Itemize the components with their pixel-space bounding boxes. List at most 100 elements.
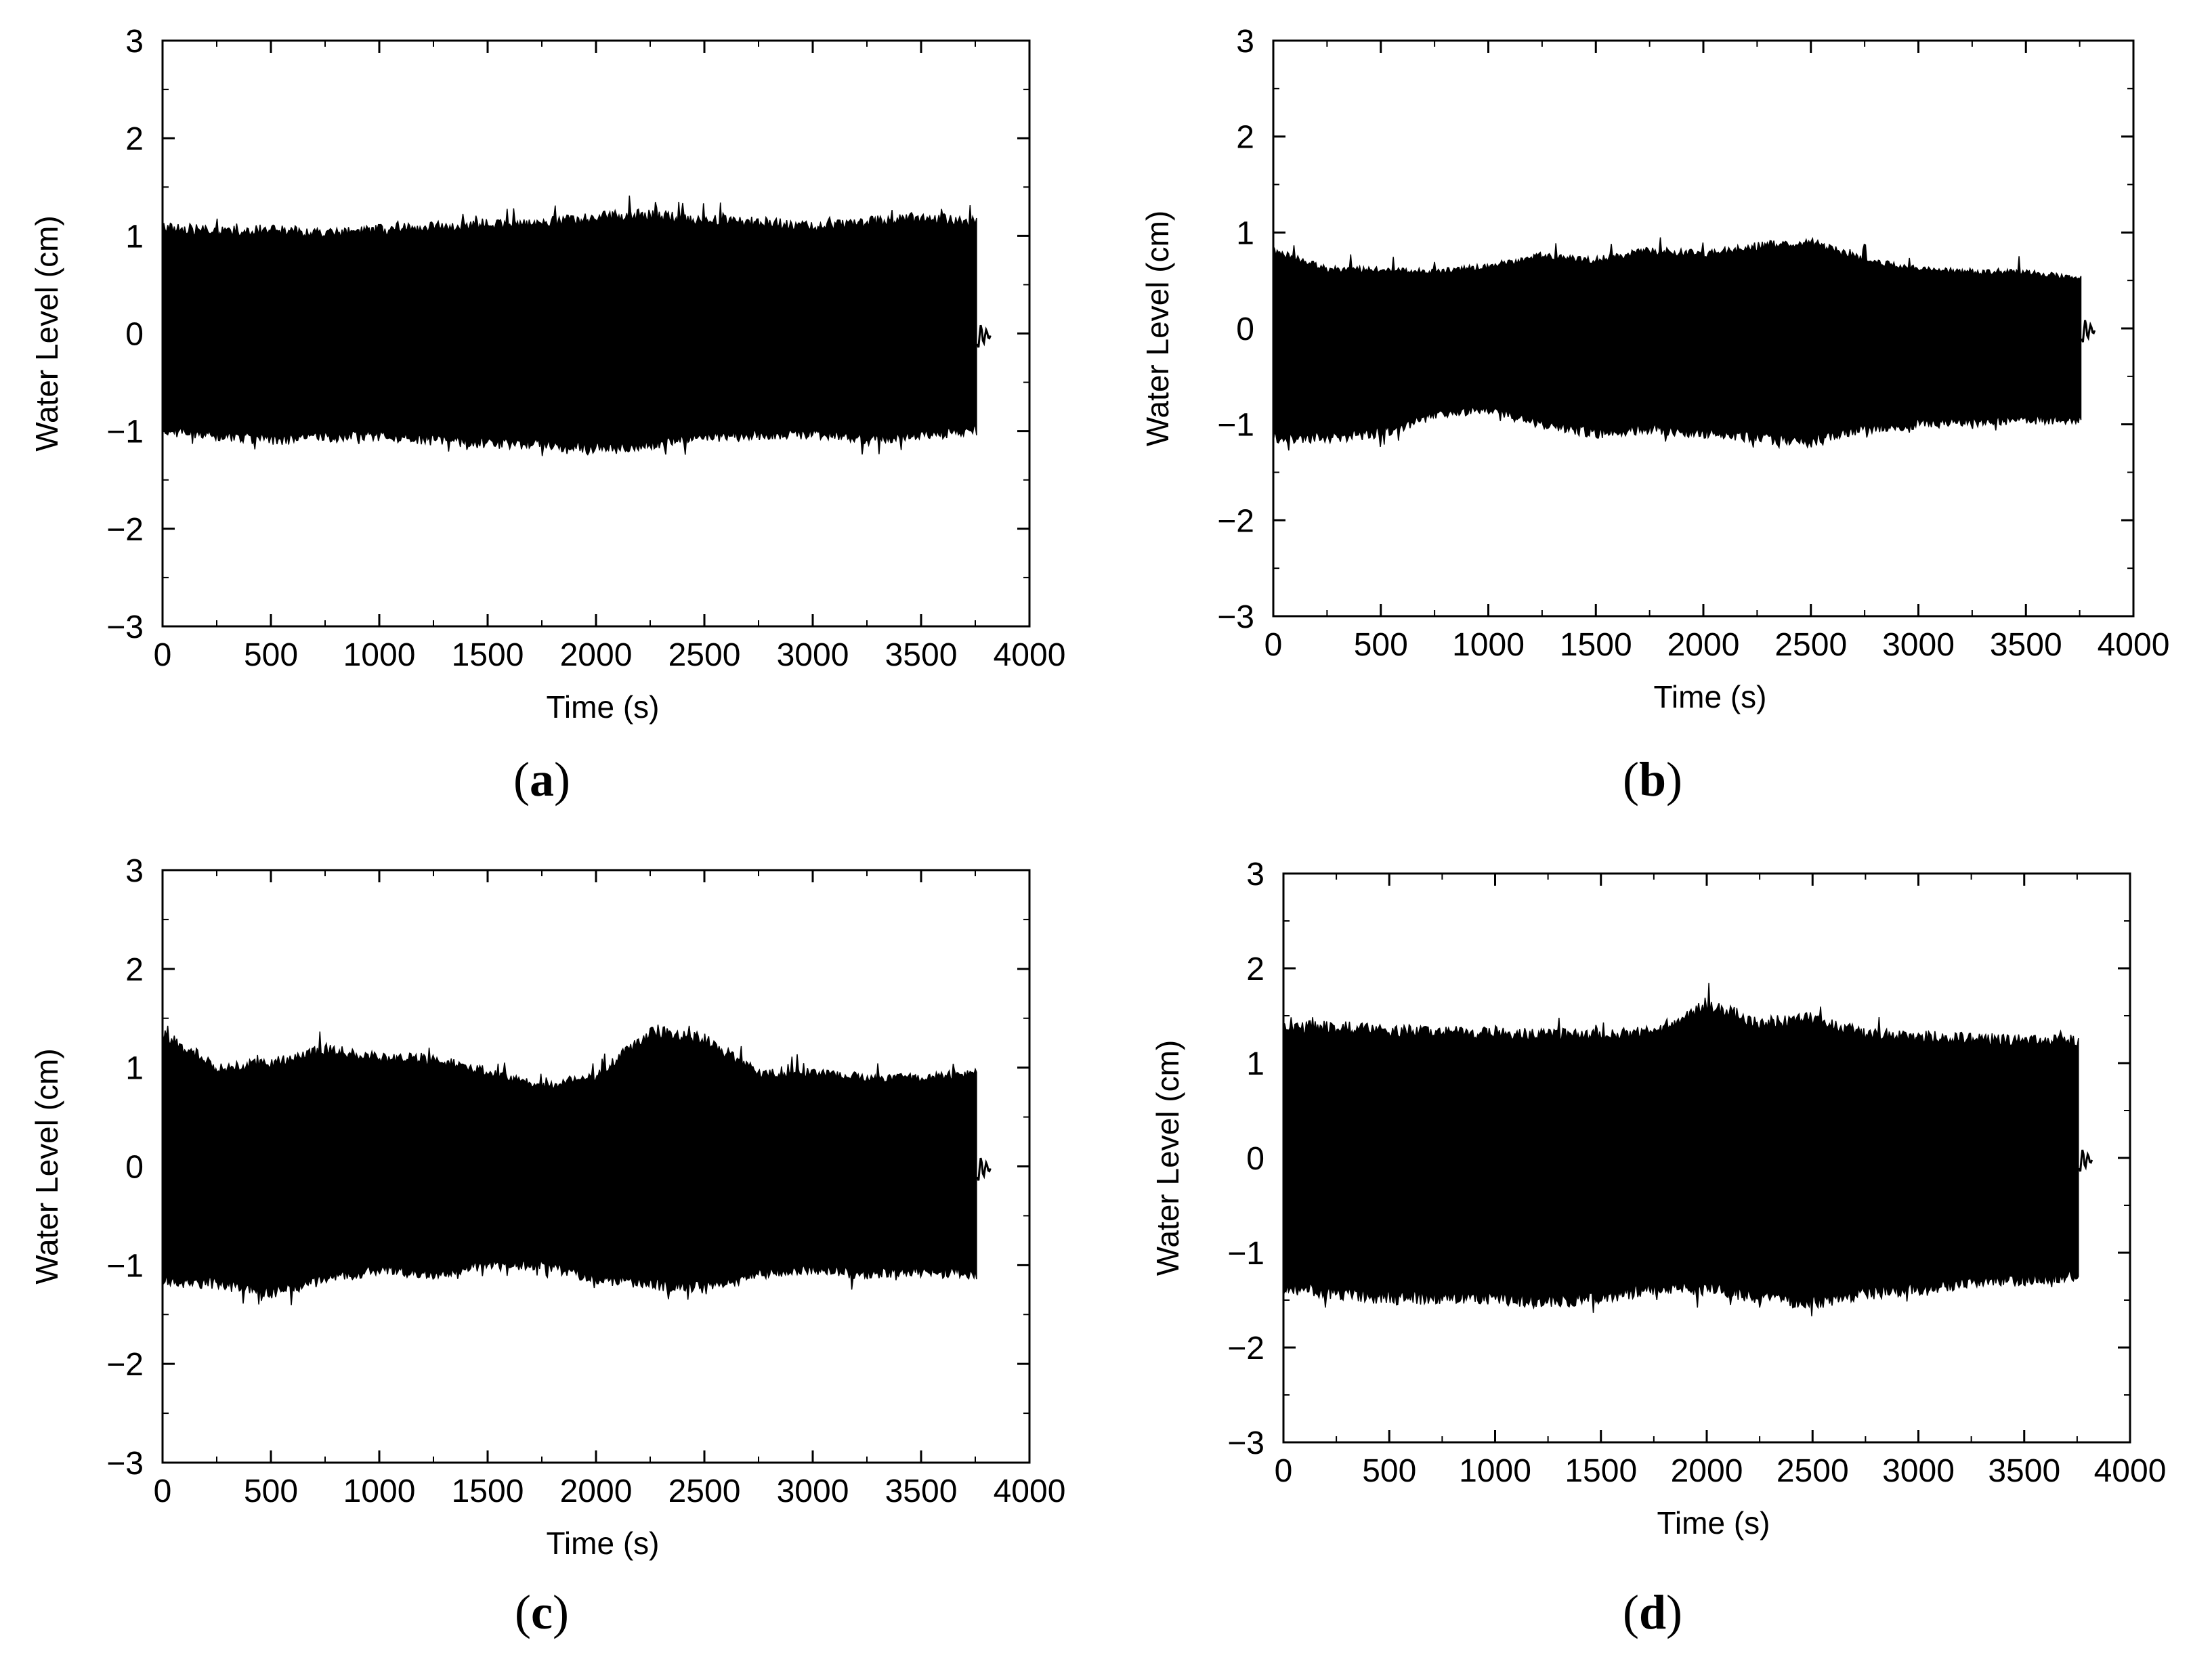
y-tick-label-a-2: 1 bbox=[125, 219, 144, 255]
y-tick-label-b-1: 2 bbox=[1236, 120, 1254, 156]
y-axis-label-b: Water Level (cm) bbox=[1140, 211, 1175, 446]
caption-open-paren: ( bbox=[1623, 1585, 1639, 1639]
x-tick-label-b-2: 1000 bbox=[1452, 627, 1525, 663]
y-tick-label-d-6: −3 bbox=[1227, 1425, 1264, 1461]
x-tick-label-d-7: 3500 bbox=[1988, 1453, 2060, 1489]
x-tick-label-b-3: 1500 bbox=[1560, 627, 1632, 663]
x-tick-label-c-2: 1000 bbox=[343, 1473, 416, 1509]
x-tick-label-c-7: 3500 bbox=[885, 1473, 958, 1509]
x-tick-label-d-0: 0 bbox=[1275, 1453, 1293, 1489]
y-tick-label-a-4: −1 bbox=[106, 414, 144, 450]
x-tick-label-d-5: 2500 bbox=[1777, 1453, 1849, 1489]
x-tick-label-a-7: 3500 bbox=[885, 637, 958, 673]
y-tick-label-d-2: 1 bbox=[1246, 1046, 1264, 1082]
chart-panel-c: 0 500 1000 1500 2000 2500 3000 3500 4000 3 2 1 0 −1 −2… bbox=[29, 853, 1065, 1639]
x-tick-label-d-1: 500 bbox=[1362, 1453, 1416, 1489]
y-tick-label-a-5: −2 bbox=[106, 512, 144, 548]
x-axis-label-c: Time (s) bbox=[547, 1526, 660, 1561]
x-tick-label-d-3: 1500 bbox=[1565, 1453, 1637, 1489]
y-axis-label-c: Water Level (cm) bbox=[29, 1048, 64, 1284]
x-tick-label-b-6: 3000 bbox=[1882, 627, 1955, 663]
x-tick-label-a-4: 2000 bbox=[560, 637, 633, 673]
series-b-tail bbox=[2081, 320, 2096, 343]
y-axis-label-a: Water Level (cm) bbox=[29, 215, 64, 451]
caption-close-paren: ) bbox=[554, 752, 570, 806]
caption-open-paren: ( bbox=[513, 752, 530, 806]
x-tick-label-b-0: 0 bbox=[1264, 627, 1283, 663]
y-tick-label-b-3: 0 bbox=[1236, 311, 1254, 347]
y-tick-label-c-0: 3 bbox=[125, 853, 144, 889]
series-d-envelope bbox=[1283, 983, 2079, 1316]
x-tick-label-c-0: 0 bbox=[154, 1473, 172, 1509]
y-tick-label-b-5: −2 bbox=[1217, 503, 1254, 539]
x-axis-label-d: Time (s) bbox=[1657, 1505, 1770, 1541]
x-tick-label-a-5: 2500 bbox=[668, 637, 741, 673]
chart-panel-d: 0 500 1000 1500 2000 2500 3000 3500 4000 3 2 1 0 −1 −2… bbox=[1150, 857, 2166, 1639]
caption-letter: c bbox=[531, 1585, 553, 1639]
y-tick-label-b-6: −3 bbox=[1217, 599, 1254, 635]
y-tick-label-c-4: −1 bbox=[106, 1248, 144, 1284]
x-tick-label-c-8: 4000 bbox=[994, 1473, 1066, 1509]
y-tick-label-c-2: 1 bbox=[125, 1051, 144, 1087]
panel-caption-c: (c) bbox=[515, 1585, 569, 1639]
x-tick-label-b-7: 3500 bbox=[1990, 627, 2062, 663]
y-tick-label-a-1: 2 bbox=[125, 121, 144, 157]
y-tick-label-a-0: 3 bbox=[125, 24, 144, 60]
caption-letter: d bbox=[1639, 1585, 1666, 1639]
series-b-envelope bbox=[1273, 236, 2082, 451]
y-tick-label-d-0: 3 bbox=[1246, 857, 1264, 892]
x-tick-label-a-8: 4000 bbox=[994, 637, 1066, 673]
y-tick-label-a-6: −3 bbox=[106, 609, 144, 645]
caption-close-paren: ) bbox=[553, 1585, 569, 1639]
y-tick-label-c-6: −3 bbox=[106, 1446, 144, 1482]
x-tick-label-b-8: 4000 bbox=[2098, 627, 2170, 663]
y-tick-label-d-5: −2 bbox=[1227, 1331, 1264, 1366]
x-tick-label-a-2: 1000 bbox=[343, 637, 416, 673]
x-axis-label-a: Time (s) bbox=[547, 689, 660, 725]
y-tick-label-a-3: 0 bbox=[125, 317, 144, 353]
series-a-tail bbox=[976, 324, 992, 348]
series-c-envelope bbox=[162, 1025, 977, 1306]
x-tick-label-d-6: 3000 bbox=[1882, 1453, 1955, 1489]
chart-panel-a: 0 500 1000 1500 2000 2500 3000 3500 4000 3 2 1 0 −1 −2… bbox=[29, 24, 1065, 806]
x-tick-label-c-3: 1500 bbox=[452, 1473, 524, 1509]
x-tick-label-a-3: 1500 bbox=[452, 637, 524, 673]
series-d-tail bbox=[2078, 1149, 2093, 1172]
y-tick-label-b-4: −1 bbox=[1217, 408, 1254, 444]
series-a-envelope bbox=[162, 195, 977, 456]
y-tick-label-c-5: −2 bbox=[106, 1347, 144, 1383]
caption-close-paren: ) bbox=[1666, 752, 1682, 806]
caption-close-paren: ) bbox=[1666, 1585, 1682, 1639]
x-tick-label-a-6: 3000 bbox=[777, 637, 849, 673]
x-tick-label-a-1: 500 bbox=[244, 637, 298, 673]
y-axis-label-d: Water Level (cm) bbox=[1150, 1040, 1185, 1276]
y-tick-label-c-1: 2 bbox=[125, 952, 144, 988]
panel-caption-d: (d) bbox=[1623, 1585, 1682, 1639]
y-tick-label-d-3: 0 bbox=[1246, 1141, 1264, 1177]
y-tick-label-b-2: 1 bbox=[1236, 215, 1254, 251]
caption-letter: b bbox=[1639, 752, 1666, 806]
x-tick-label-b-5: 2500 bbox=[1774, 627, 1847, 663]
x-tick-label-c-4: 2000 bbox=[560, 1473, 633, 1509]
x-tick-label-c-1: 500 bbox=[244, 1473, 298, 1509]
y-tick-label-d-4: −1 bbox=[1227, 1236, 1264, 1272]
y-tick-label-d-1: 2 bbox=[1246, 951, 1264, 987]
x-tick-label-d-4: 2000 bbox=[1671, 1453, 1743, 1489]
caption-open-paren: ( bbox=[1623, 752, 1639, 806]
panel-caption-b: (b) bbox=[1623, 752, 1682, 806]
x-tick-label-c-5: 2500 bbox=[668, 1473, 741, 1509]
x-tick-label-d-2: 1000 bbox=[1459, 1453, 1531, 1489]
x-tick-label-d-8: 4000 bbox=[2094, 1453, 2167, 1489]
y-tick-label-b-0: 3 bbox=[1236, 24, 1254, 60]
x-tick-label-c-6: 3000 bbox=[777, 1473, 849, 1509]
caption-letter: a bbox=[530, 752, 554, 806]
panel-caption-a: (a) bbox=[513, 752, 570, 806]
chart-panel-b: 0 500 1000 1500 2000 2500 3000 3500 4000 3 2 1 0 −1 −2… bbox=[1140, 24, 2169, 806]
x-tick-label-b-4: 2000 bbox=[1667, 627, 1740, 663]
y-tick-label-c-3: 0 bbox=[125, 1150, 144, 1186]
caption-open-paren: ( bbox=[515, 1585, 531, 1639]
x-tick-label-b-1: 500 bbox=[1354, 627, 1408, 663]
x-tick-label-a-0: 0 bbox=[154, 637, 172, 673]
x-axis-label-b: Time (s) bbox=[1654, 679, 1767, 714]
